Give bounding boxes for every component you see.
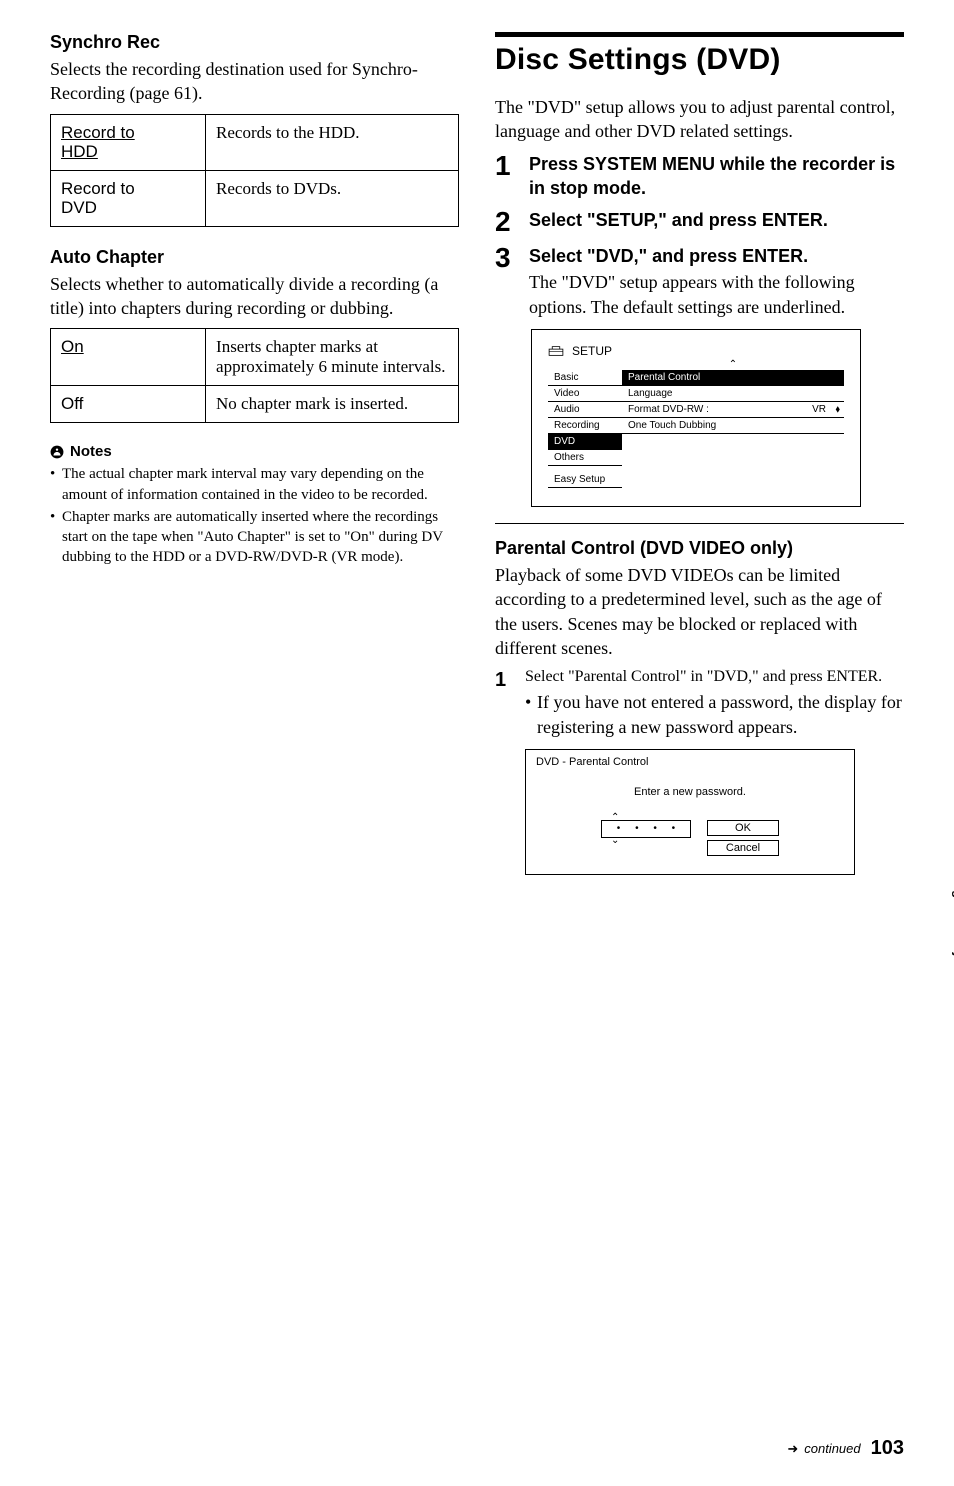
steps-list: Press SYSTEM MENU while the recorder is …: [495, 152, 904, 319]
setup-left-easy[interactable]: Easy Setup: [548, 472, 622, 488]
table-row: Record to DVD Records to DVDs.: [51, 170, 459, 226]
setup-right-value: VR: [812, 404, 826, 415]
separator: [495, 523, 904, 524]
step-body: The "DVD" setup appears with the followi…: [529, 270, 904, 319]
info-icon: [50, 445, 64, 459]
cell-key-line2: HDD: [61, 142, 98, 161]
synchro-rec-table: Record to HDD Records to the HDD. Record…: [50, 114, 459, 227]
setup-right-label: Parental Control: [628, 372, 700, 383]
setup-osd-panel: SETUP Basic Video Audio Recording DVD Ot…: [531, 329, 861, 507]
setup-left-item[interactable]: Recording: [548, 418, 622, 434]
step-head: Select "SETUP," and press ENTER.: [529, 208, 828, 232]
toolbox-icon: [548, 346, 564, 356]
synchro-rec-intro: Selects the recording destination used f…: [50, 57, 459, 106]
chevron-down-icon: ⬧: [836, 404, 841, 415]
setup-left-item[interactable]: Video: [548, 386, 622, 402]
disc-settings-title: Disc Settings (DVD): [495, 43, 904, 77]
setup-left-item[interactable]: Audio: [548, 402, 622, 418]
caret-up-icon: ⌃: [729, 362, 737, 368]
step-number: 1: [495, 668, 513, 739]
notes-list: The actual chapter mark interval may var…: [50, 464, 459, 567]
parental-step-item: 1 Select "Parental Control" in "DVD," an…: [495, 668, 904, 739]
setup-right-label: Language: [628, 388, 673, 399]
password-dot: •: [653, 824, 657, 834]
parental-step-text: Select "Parental Control" in "DVD," and …: [525, 668, 904, 686]
footer: ➜ continued 103: [787, 1437, 904, 1460]
step-head: Select "DVD," and press ENTER.: [529, 244, 904, 268]
cell-key-line1: Record to: [61, 179, 135, 198]
auto-chapter-heading: Auto Chapter: [50, 247, 459, 268]
table-row: Off No chapter mark is inserted.: [51, 386, 459, 423]
title-bar: [495, 32, 904, 37]
cell-key-line1: Record to: [61, 123, 135, 142]
step-item: Select "DVD," and press ENTER. The "DVD"…: [495, 244, 904, 319]
cell-key-line2: DVD: [61, 198, 97, 217]
arrow-right-icon: ➜: [787, 1441, 798, 1457]
parental-steps: 1 Select "Parental Control" in "DVD," an…: [495, 668, 904, 739]
caret-down-icon: ⌄: [611, 835, 619, 846]
password-dot: •: [672, 824, 676, 834]
setup-left-item[interactable]: Others: [548, 450, 622, 466]
list-item: Chapter marks are automatically inserted…: [50, 507, 459, 568]
notes-label: Notes: [70, 443, 112, 460]
auto-chapter-table: On Inserts chapter marks at approximatel…: [50, 328, 459, 423]
notes-heading: Notes: [50, 443, 459, 460]
setup-title-text: SETUP: [572, 344, 612, 358]
continued-label: continued: [804, 1441, 860, 1456]
caret-up-icon: ⌃: [611, 812, 619, 823]
password-dot: •: [617, 824, 621, 834]
setup-right-item[interactable]: Language: [622, 386, 844, 402]
cell-key: On: [61, 337, 84, 356]
setup-right-label: One Touch Dubbing: [628, 420, 716, 431]
parental-step-sub: If you have not entered a password, the …: [525, 690, 904, 739]
side-tab: Settings and Adjustments: [948, 690, 954, 1014]
password-panel-title: DVD - Parental Control: [536, 756, 844, 768]
setup-left-list: Basic Video Audio Recording DVD Others E…: [548, 370, 622, 488]
cell-key: Off: [61, 394, 83, 413]
cell-value: Inserts chapter marks at approximately 6…: [206, 329, 459, 386]
setup-right-label: Format DVD-RW :: [628, 404, 709, 415]
synchro-rec-heading: Synchro Rec: [50, 32, 459, 53]
cell-value: Records to DVDs.: [206, 170, 459, 226]
ok-button[interactable]: OK: [707, 820, 779, 836]
auto-chapter-intro: Selects whether to automatically divide …: [50, 272, 459, 321]
step-item: Select "SETUP," and press ENTER.: [495, 208, 904, 236]
setup-right-item-selected[interactable]: Parental Control: [622, 370, 844, 386]
cell-value: Records to the HDD.: [206, 114, 459, 170]
cell-value: No chapter mark is inserted.: [206, 386, 459, 423]
password-panel-msg: Enter a new password.: [536, 786, 844, 798]
table-row: Record to HDD Records to the HDD.: [51, 114, 459, 170]
setup-left-item[interactable]: Basic: [548, 370, 622, 386]
password-field[interactable]: ⌃ • • • • ⌄: [601, 820, 691, 838]
table-row: On Inserts chapter marks at approximatel…: [51, 329, 459, 386]
list-item: The actual chapter mark interval may var…: [50, 464, 459, 505]
setup-right-item[interactable]: One Touch Dubbing: [622, 418, 844, 434]
parental-control-intro: Playback of some DVD VIDEOs can be limit…: [495, 563, 904, 660]
page-number: 103: [871, 1437, 904, 1460]
step-item: Press SYSTEM MENU while the recorder is …: [495, 152, 904, 201]
parental-control-heading: Parental Control (DVD VIDEO only): [495, 538, 904, 559]
step-head: Press SYSTEM MENU while the recorder is …: [529, 152, 904, 201]
setup-left-item-selected[interactable]: DVD: [548, 434, 622, 450]
setup-right-item[interactable]: Format DVD-RW : VR ⬧: [622, 402, 844, 418]
setup-right-list: ⌃ Parental Control Language Format DVD-R…: [622, 370, 844, 488]
password-dot: •: [635, 824, 639, 834]
cancel-button[interactable]: Cancel: [707, 840, 779, 856]
disc-settings-intro: The "DVD" setup allows you to adjust par…: [495, 95, 904, 144]
password-osd-panel: DVD - Parental Control Enter a new passw…: [525, 749, 855, 875]
